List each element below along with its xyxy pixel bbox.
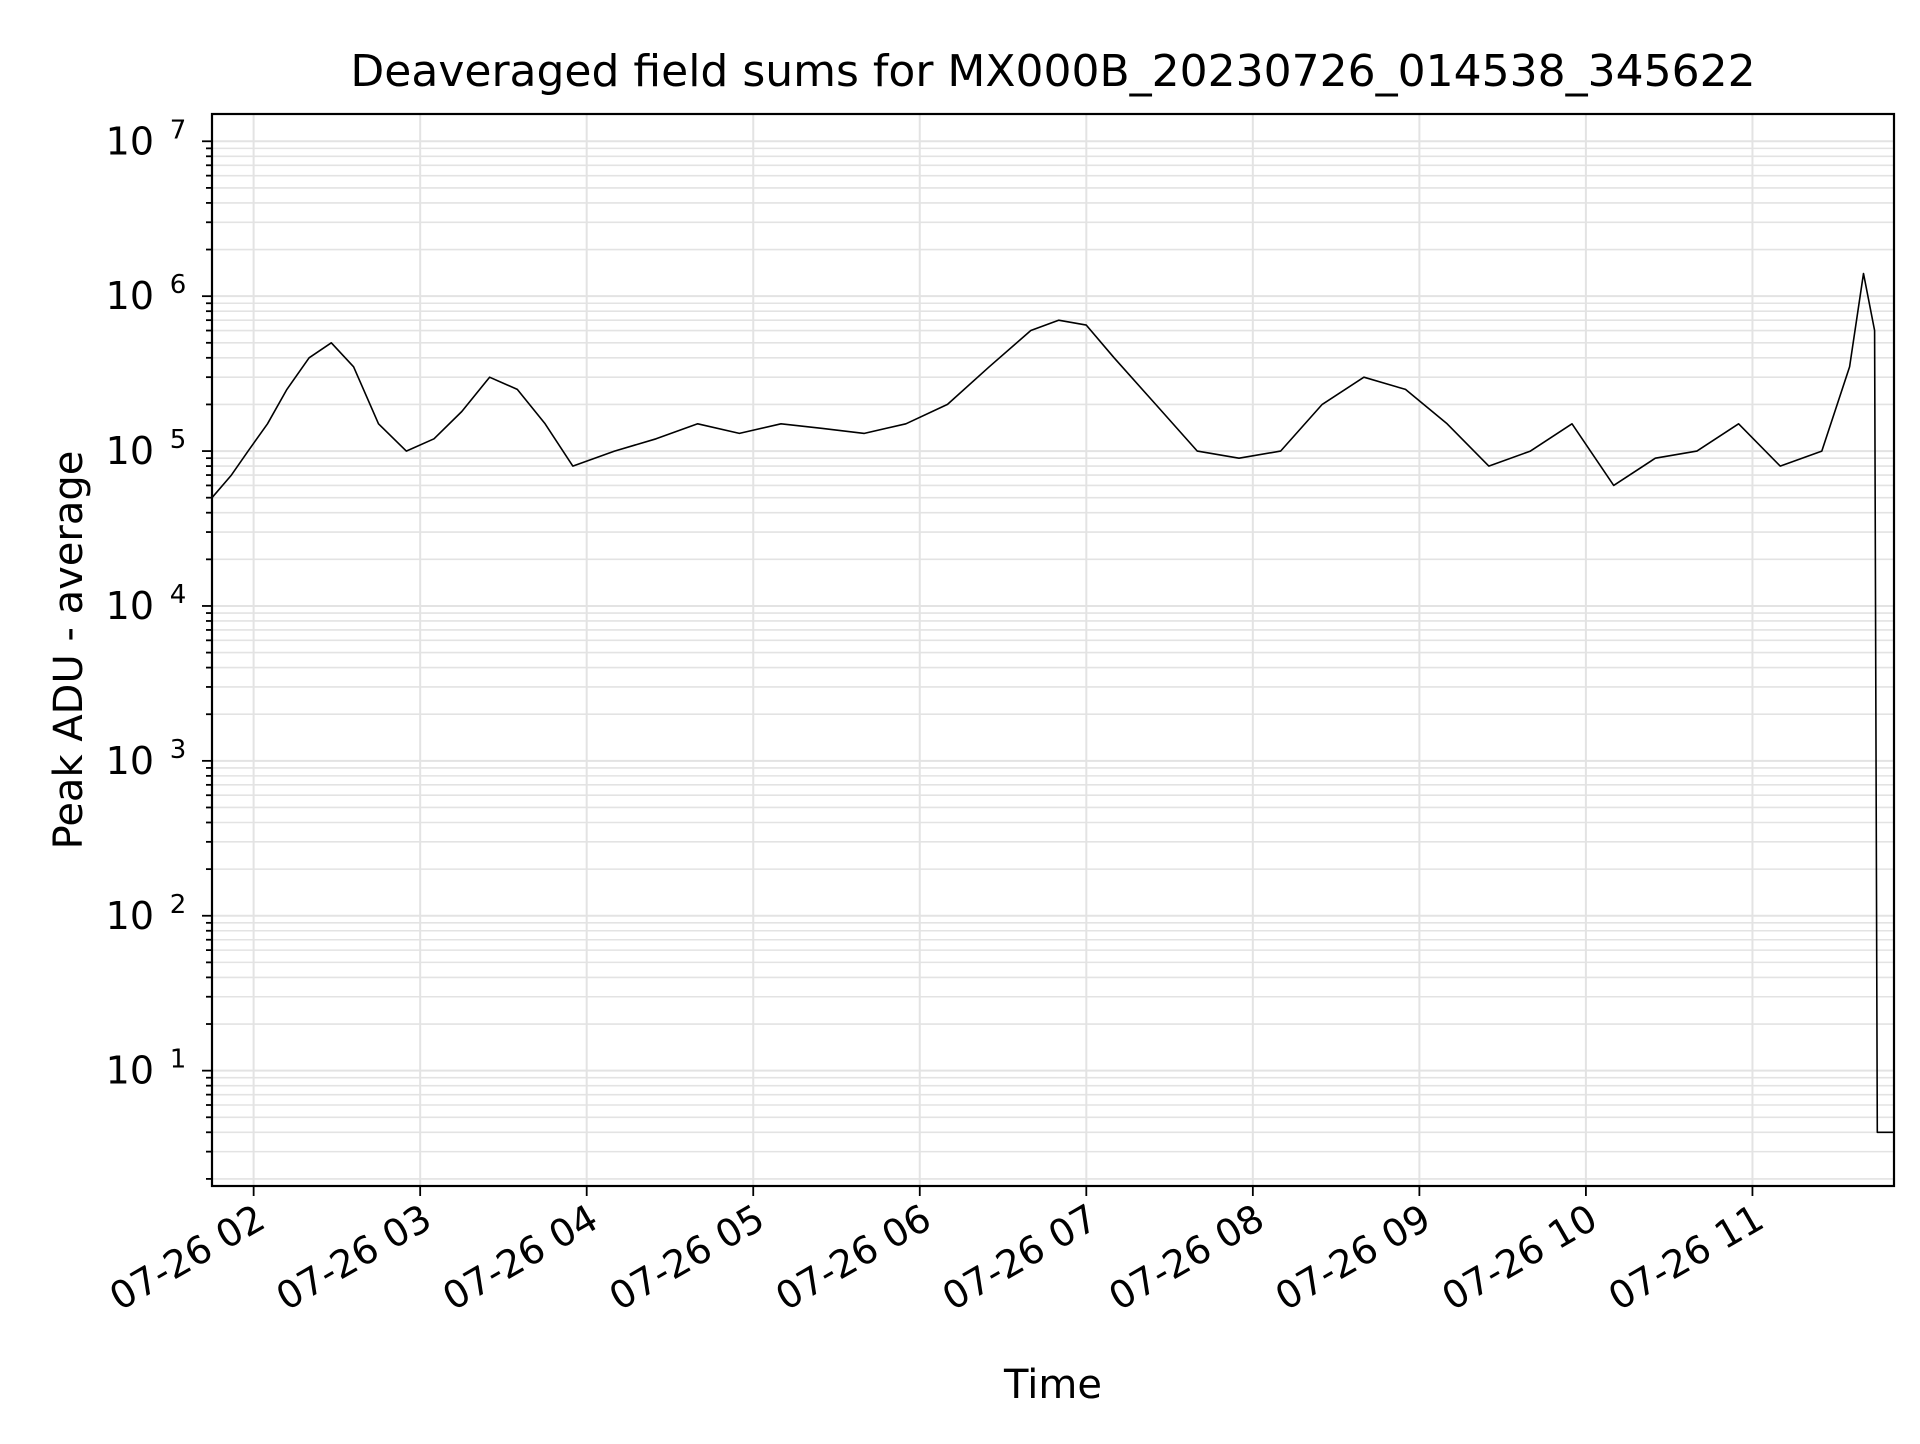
grid-lines xyxy=(212,114,1894,1186)
y-tick-label: 10 xyxy=(106,119,154,163)
y-tick-label: 10 xyxy=(106,584,154,628)
series-layer xyxy=(211,272,1894,1134)
y-tick-label: 10 xyxy=(106,1049,154,1093)
plot-area-frame xyxy=(210,112,1896,1188)
y-axis-label: Peak ADU - average xyxy=(46,451,92,850)
y-tick-exponent: 2 xyxy=(170,890,187,920)
chart-title: Deaveraged field sums for MX000B_2023072… xyxy=(350,46,1755,97)
y-tick-exponent: 1 xyxy=(170,1045,187,1075)
y-tick-label: 10 xyxy=(106,894,154,938)
x-axis-label: Time xyxy=(1003,1362,1102,1408)
series-line xyxy=(211,272,1894,1134)
y-tick-label: 10 xyxy=(106,274,154,318)
y-tick-exponent: 7 xyxy=(170,115,187,145)
y-tick-exponent: 4 xyxy=(170,580,187,610)
y-tick-exponent: 5 xyxy=(170,425,187,455)
y-tick-exponent: 3 xyxy=(170,735,187,765)
y-tick-label: 10 xyxy=(106,739,154,783)
y-tick-label: 10 xyxy=(106,429,154,473)
y-tick-exponent: 6 xyxy=(170,270,187,300)
